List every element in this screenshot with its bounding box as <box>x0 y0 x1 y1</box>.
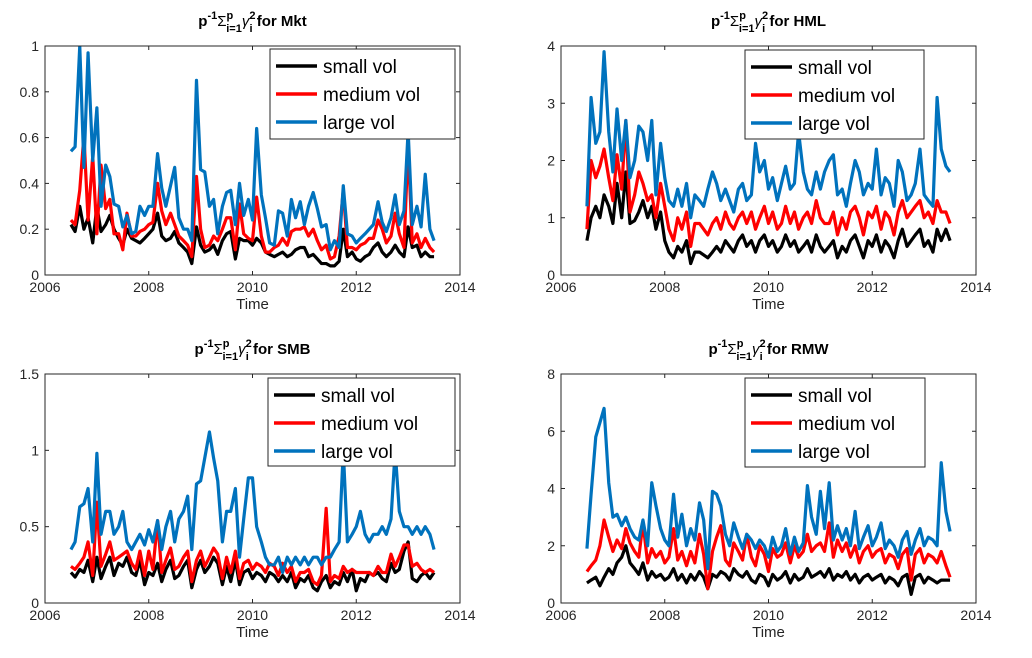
legend: small vol medium vol large vol <box>269 48 456 140</box>
chart-title: p-1Σp i=1γ2 i for SMB <box>195 338 311 363</box>
chart-title: p-1Σp i=1γ2 i for Mkt <box>198 10 306 35</box>
series-line-medium-vol <box>585 118 952 248</box>
series-group <box>585 50 952 266</box>
x-tick-label: 2010 <box>753 279 784 295</box>
x-tick-label: 2014 <box>960 279 991 295</box>
x-tick-label: 2012 <box>857 279 888 295</box>
x-tick-label: 2006 <box>29 279 60 295</box>
series-line-large-vol <box>69 46 436 252</box>
y-tick-label: 0 <box>547 595 555 611</box>
legend-label: small vol <box>323 57 397 78</box>
y-tick-label: 1 <box>31 38 39 54</box>
x-tick-label: 2008 <box>133 279 164 295</box>
x-tick-label: 2014 <box>444 607 475 623</box>
x-tick-label: 2006 <box>545 279 576 295</box>
legend: small vol medium vol large vol <box>267 377 456 467</box>
y-tick-label: 0.2 <box>20 221 40 237</box>
legend-label: medium vol <box>798 414 895 435</box>
chart-panel-0: 2006 2008 2010 2012 2014 0 0.2 0.4 0.6 0.8 1 Time p-… <box>20 10 476 313</box>
x-tick-label: 2014 <box>960 607 991 623</box>
chart-title: p-1Σp i=1γ2 i for RMW <box>708 338 829 363</box>
series-line-small-vol <box>586 544 951 597</box>
y-tick-label: 6 <box>547 423 555 439</box>
y-tick-label: 0.4 <box>20 175 40 191</box>
x-axis-label: Time <box>752 296 785 313</box>
chart-title: p-1Σp i=1γ2 i for HML <box>711 10 826 35</box>
legend-label: small vol <box>798 58 872 79</box>
y-tick-label: 4 <box>547 481 555 497</box>
chart-panel-2: 2006 2008 2010 2012 2014 0 0.5 1 1.5 Time p-1Σp i=1… <box>20 338 476 641</box>
x-axis-label: Time <box>236 624 269 641</box>
y-tick-label: 0 <box>31 267 39 283</box>
legend-label: large vol <box>798 442 870 463</box>
y-tick-label: 1 <box>547 210 555 226</box>
x-tick-label: 2012 <box>857 607 888 623</box>
series-line-large-vol <box>585 50 952 220</box>
y-tick-label: 2 <box>547 538 555 554</box>
legend-label: large vol <box>323 113 395 134</box>
x-tick-label: 2012 <box>341 279 372 295</box>
y-tick-label: 8 <box>547 366 555 382</box>
x-tick-label: 2012 <box>341 607 372 623</box>
series-line-large-vol <box>69 430 436 575</box>
x-tick-label: 2010 <box>237 279 268 295</box>
legend-label: medium vol <box>323 85 420 106</box>
legend-label: small vol <box>321 386 395 407</box>
series-line-medium-vol <box>69 133 436 261</box>
y-tick-label: 0.8 <box>20 84 40 100</box>
y-tick-label: 0.5 <box>20 519 40 535</box>
legend-label: large vol <box>798 114 870 135</box>
series-group <box>69 430 436 593</box>
x-tick-label: 2010 <box>753 607 784 623</box>
series-group <box>69 46 436 268</box>
x-tick-label: 2006 <box>545 607 576 623</box>
legend: small vol medium vol large vol <box>744 377 926 468</box>
y-tick-label: 1.5 <box>20 366 40 382</box>
legend-label: large vol <box>321 442 393 463</box>
y-tick-label: 0 <box>547 267 555 283</box>
chart-panel-3: 2006 2008 2010 2012 2014 0 2 4 6 8 Time p-1Σp i=1γ2 i… <box>545 338 991 641</box>
x-axis-label: Time <box>752 624 785 641</box>
legend-label: medium vol <box>321 414 418 435</box>
legend-label: small vol <box>798 386 872 407</box>
series-group <box>585 406 952 597</box>
x-tick-label: 2008 <box>649 279 680 295</box>
y-tick-label: 0.6 <box>20 130 40 146</box>
legend: small vol medium vol large vol <box>744 49 925 140</box>
series-line-medium-vol <box>585 518 952 591</box>
y-tick-label: 3 <box>547 95 555 111</box>
x-tick-label: 2010 <box>237 607 268 623</box>
series-line-large-vol <box>585 406 952 571</box>
x-tick-label: 2006 <box>29 607 60 623</box>
x-tick-label: 2014 <box>444 279 475 295</box>
chart-panel-1: 2006 2008 2010 2012 2014 0 1 2 3 4 Time p-1Σp i=1γ2 i… <box>545 10 991 313</box>
x-axis-label: Time <box>236 296 269 313</box>
y-tick-label: 0 <box>31 595 39 611</box>
x-tick-label: 2008 <box>133 607 164 623</box>
y-tick-label: 2 <box>547 153 555 169</box>
y-tick-label: 4 <box>547 38 555 54</box>
series-line-small-vol <box>585 170 952 266</box>
y-tick-label: 1 <box>31 442 39 458</box>
legend-label: medium vol <box>798 86 895 107</box>
x-tick-label: 2008 <box>649 607 680 623</box>
series-line-small-vol <box>69 204 435 268</box>
series-line-medium-vol <box>69 500 436 587</box>
